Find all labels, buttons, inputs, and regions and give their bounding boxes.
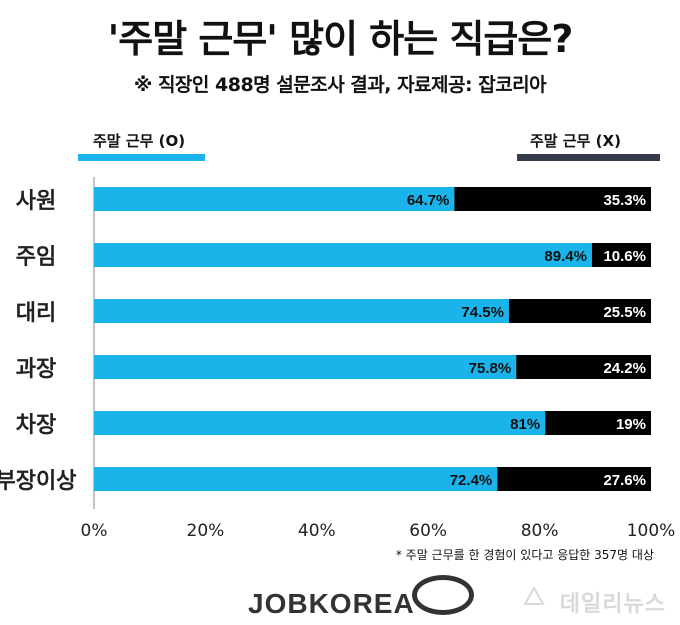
footnote: * 주말 근무를 한 경험이 있다고 응답한 357명 대상 (395, 548, 654, 562)
bar-segment-x (454, 187, 651, 211)
bar-segment-o (94, 355, 517, 379)
data-label: 35.3% (603, 192, 646, 209)
x-tick-label: 80% (521, 521, 559, 541)
x-tick-label: 60% (409, 521, 447, 541)
x-tick-label: 100% (627, 521, 676, 541)
data-label: 19% (616, 416, 646, 433)
data-label: 10.6% (603, 248, 646, 265)
legend-swatch-x (517, 154, 660, 161)
data-label: 72.4% (450, 472, 493, 489)
bar-segment-x (591, 243, 651, 267)
bar-segment-x (497, 467, 651, 491)
data-label: 27.6% (603, 472, 646, 489)
bar-segment-x (516, 355, 651, 379)
bar-segment-o (94, 187, 455, 211)
bar-segment-o (94, 411, 546, 435)
watermark: 데일리뉴스 (559, 592, 666, 617)
legend-label-x: 주말 근무 (X) (530, 132, 621, 150)
legend-swatch-o (78, 154, 205, 161)
category-label: 부장이상 (0, 469, 76, 494)
category-label: 주임 (16, 245, 56, 270)
data-label: 89.4% (544, 248, 587, 265)
x-tick-label: 0% (81, 521, 108, 541)
bar-segment-o (94, 243, 592, 267)
bar-segment-x (508, 299, 651, 323)
x-tick-label: 20% (187, 521, 225, 541)
bar-segment-o (94, 299, 509, 323)
category-label: 과장 (16, 357, 56, 382)
data-label: 75.8% (469, 360, 512, 377)
bar-segment-x (545, 411, 651, 435)
category-label: 대리 (16, 301, 56, 326)
watermark-icon (523, 586, 545, 605)
legend-label-o: 주말 근무 (O) (93, 132, 186, 150)
category-label: 사원 (16, 189, 56, 214)
chart-subtitle: ※ 직장인 488명 설문조사 결과, 자료제공: 잡코리아 (133, 74, 547, 96)
data-label: 24.2% (603, 360, 646, 377)
data-label: 74.5% (461, 304, 504, 321)
category-label: 차장 (16, 413, 56, 438)
data-label: 81% (510, 416, 540, 433)
jobkorea-logo: JOBKOREA (248, 588, 415, 619)
logo-ring-icon (412, 575, 474, 615)
chart-title: '주말 근무' 많이 하는 직급은? (107, 17, 574, 61)
x-tick-label: 40% (298, 521, 336, 541)
data-label: 25.5% (603, 304, 646, 321)
data-label: 64.7% (407, 192, 450, 209)
bar-segment-o (94, 467, 498, 491)
